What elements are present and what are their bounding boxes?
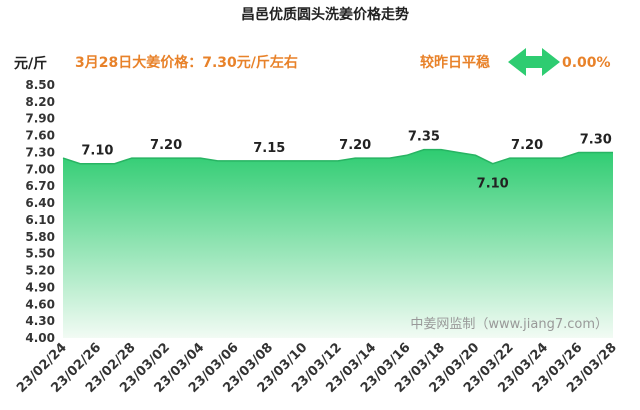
y-tick-label: 7.00 bbox=[25, 162, 55, 176]
x-axis: 23/02/2423/02/2623/02/2823/03/0223/03/04… bbox=[14, 340, 620, 396]
price-summary: 3月28日大姜价格：7.30元/斤左右 bbox=[75, 54, 298, 71]
y-tick-label: 5.50 bbox=[25, 247, 55, 261]
data-label: 7.35 bbox=[408, 130, 440, 145]
y-axis: 4.00 4.30 4.60 4.90 5.20 5.50 5.80 6.10 6.40 6.70… bbox=[25, 78, 55, 345]
watermark: 中姜网监制（www.jiang7.com） bbox=[410, 317, 608, 332]
y-tick-label: 6.10 bbox=[25, 213, 55, 227]
area-series bbox=[62, 148, 613, 338]
data-label: 7.10 bbox=[81, 144, 113, 159]
data-label: 7.10 bbox=[477, 177, 509, 192]
double-arrow-icon bbox=[508, 48, 560, 76]
y-tick-label: 4.30 bbox=[25, 314, 55, 328]
compare-label: 较昨日平稳 bbox=[420, 54, 490, 71]
compare-value: 0.00% bbox=[562, 55, 611, 71]
chart-title: 昌邑优质圆头洗姜价格走势 bbox=[241, 6, 409, 23]
y-tick-label: 7.90 bbox=[25, 112, 55, 126]
y-tick-label: 7.60 bbox=[25, 129, 55, 143]
y-tick-label: 7.30 bbox=[25, 146, 55, 160]
y-tick-label: 8.20 bbox=[25, 95, 55, 109]
data-label: 7.30 bbox=[580, 133, 612, 148]
y-tick-label: 5.20 bbox=[25, 264, 55, 278]
data-label: 7.20 bbox=[150, 138, 182, 153]
y-tick-label: 6.70 bbox=[25, 179, 55, 193]
y-tick-label: 8.50 bbox=[25, 78, 55, 92]
series-line bbox=[62, 148, 613, 165]
y-axis-unit: 元/斤 bbox=[14, 55, 47, 72]
data-label: 7.20 bbox=[511, 138, 543, 153]
data-label: 7.15 bbox=[253, 141, 285, 156]
y-tick-label: 4.00 bbox=[25, 331, 55, 345]
data-labels: 7.10 7.20 7.15 7.20 7.35 7.10 7.20 7.30 bbox=[81, 130, 611, 192]
y-tick-label: 4.60 bbox=[25, 297, 55, 311]
area-fill bbox=[63, 149, 613, 338]
y-tick-label: 6.40 bbox=[25, 196, 55, 210]
y-tick-label: 4.90 bbox=[25, 280, 55, 294]
data-label: 7.20 bbox=[339, 138, 371, 153]
y-tick-label: 5.80 bbox=[25, 230, 55, 244]
